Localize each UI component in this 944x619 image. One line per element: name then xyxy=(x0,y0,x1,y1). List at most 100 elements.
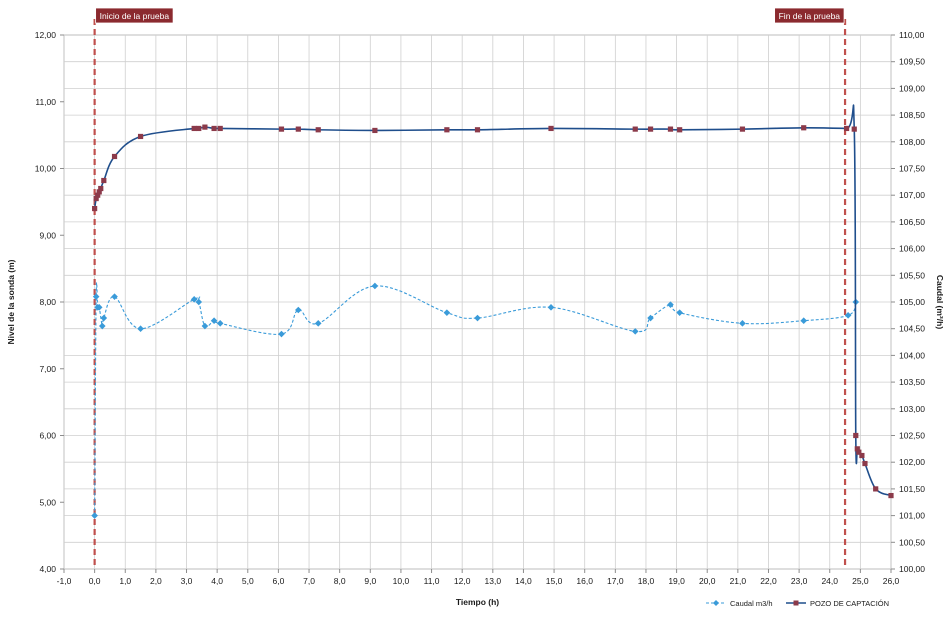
caudal-point xyxy=(92,293,100,300)
pozo-point xyxy=(859,452,865,459)
y-tick-label: 10,00 xyxy=(35,164,57,174)
y2-tick-label: 100,00 xyxy=(899,564,925,574)
x-tick-label: 8,0 xyxy=(334,576,346,586)
y2-tick-label: 110,00 xyxy=(899,30,925,40)
y2-tick-label: 101,50 xyxy=(899,484,925,494)
y2-tick-label: 102,50 xyxy=(899,431,925,441)
pozo-point xyxy=(295,126,301,132)
y2-tick-label: 103,50 xyxy=(899,377,925,387)
y2-tick-label: 109,50 xyxy=(899,57,925,67)
annotation-label: Fin de la prueba xyxy=(779,11,841,21)
pozo-point xyxy=(862,460,868,467)
y2-tick-label: 105,50 xyxy=(899,270,925,280)
caudal-point xyxy=(667,301,674,308)
x-tick-label: 18,0 xyxy=(638,576,655,586)
legend-marker-pozo xyxy=(793,600,799,606)
y2-tick-label: 104,50 xyxy=(899,324,925,334)
caudal-point xyxy=(800,317,808,324)
caudal-point xyxy=(98,322,106,330)
pozo-point xyxy=(444,127,450,133)
y-tick-label: 7,00 xyxy=(39,364,56,374)
y2-tick-label: 103,00 xyxy=(899,404,925,414)
y2-tick-label: 100,50 xyxy=(899,537,925,547)
annotation-box xyxy=(774,7,845,24)
pozo-point xyxy=(278,126,285,132)
caudal-point xyxy=(100,314,108,322)
series-caudal xyxy=(91,281,860,519)
x-tick-label: 11,0 xyxy=(424,576,440,586)
pozo-point xyxy=(111,153,118,160)
y2-tick-label: 109,00 xyxy=(899,83,925,93)
annotation-label: Inicio de la prueba xyxy=(100,11,170,21)
y-tick-label: 5,00 xyxy=(39,497,56,507)
x-tick-label: 2,0 xyxy=(150,576,162,586)
y2-tick-label: 104,00 xyxy=(899,350,925,360)
x-tick-label: 23,0 xyxy=(791,576,808,586)
pozo-point xyxy=(853,432,859,439)
caudal-point xyxy=(201,322,209,330)
y2-tick-label: 101,00 xyxy=(899,511,925,521)
x-tick-label: 13,0 xyxy=(485,576,502,586)
x-tick-label: 0,0 xyxy=(89,576,101,586)
y-tick-label: 4,00 xyxy=(39,564,56,574)
pozo-point xyxy=(101,177,107,184)
y-tick-label: 6,00 xyxy=(39,431,56,441)
grid xyxy=(63,34,892,570)
pozo-point xyxy=(98,185,104,192)
series-pozo xyxy=(92,104,894,499)
pozo-point xyxy=(851,126,857,132)
pozo-point xyxy=(217,125,223,132)
pozo-point xyxy=(854,446,860,452)
x-tick-label: 6,0 xyxy=(272,576,284,586)
x-tick-label: 4,0 xyxy=(211,576,223,586)
caudal-point xyxy=(371,282,379,290)
pozo-point xyxy=(95,192,101,198)
pozo-point xyxy=(856,449,862,455)
y2-tick-label: 106,50 xyxy=(899,217,925,227)
x-tick-label: 10,0 xyxy=(393,576,410,586)
y2-axis-title: Caudal (m³/h) xyxy=(935,275,944,329)
pozo-point xyxy=(96,189,102,195)
x-tick-label: 26,0 xyxy=(883,576,900,586)
y-tick-label: 8,00 xyxy=(39,297,56,307)
axes: -1,0 0,0 1,0 2,0 3,0 4,0 5,0 6,0 7,0 8,0 9,0 10,0 11… xyxy=(6,30,944,607)
x-tick-label: 14,0 xyxy=(515,576,532,586)
y2-tick-label: 106,00 xyxy=(899,244,925,254)
x-tick-label: 22,0 xyxy=(760,576,777,586)
caudal-point xyxy=(91,512,98,519)
y-tick-label: 12,00 xyxy=(35,30,57,40)
x-axis-title: Tiempo (h) xyxy=(456,597,499,607)
caudal-point xyxy=(216,320,224,327)
pozo-point xyxy=(191,125,197,132)
pozo-point xyxy=(92,205,98,212)
pozo-point xyxy=(647,126,654,132)
series xyxy=(91,104,894,519)
pozo-point xyxy=(196,125,202,132)
x-tick-label: -1,0 xyxy=(57,576,72,586)
caudal-point xyxy=(547,304,555,311)
x-tick-label: 15,0 xyxy=(546,576,563,586)
annotation-lines xyxy=(93,19,847,569)
y2-tick-label: 102,00 xyxy=(899,457,925,467)
legend-marker-caudal xyxy=(713,600,719,606)
x-tick-label: 16,0 xyxy=(576,576,593,586)
x-tick-label: 1,0 xyxy=(119,576,131,586)
pozo-point xyxy=(888,492,894,499)
x-tick-label: 25,0 xyxy=(852,576,869,586)
pozo-point xyxy=(873,486,879,492)
caudal-point xyxy=(278,330,285,338)
pozo-point xyxy=(372,127,378,134)
caudal-point xyxy=(195,298,203,306)
caudal-point xyxy=(443,309,451,316)
x-tick-label: 3,0 xyxy=(181,576,193,586)
x-tick-label: 24,0 xyxy=(821,576,838,586)
pozo-point xyxy=(315,127,321,133)
pozo-point xyxy=(93,195,99,202)
y-tick-label: 11,00 xyxy=(35,97,56,107)
y2-tick-label: 108,50 xyxy=(899,110,925,120)
x-tick-label: 21,0 xyxy=(730,576,747,586)
annotation-boxes: Inicio de la prueba Fin de la prueba xyxy=(95,7,845,24)
caudal-point xyxy=(95,304,103,311)
pozo-point xyxy=(211,125,217,132)
